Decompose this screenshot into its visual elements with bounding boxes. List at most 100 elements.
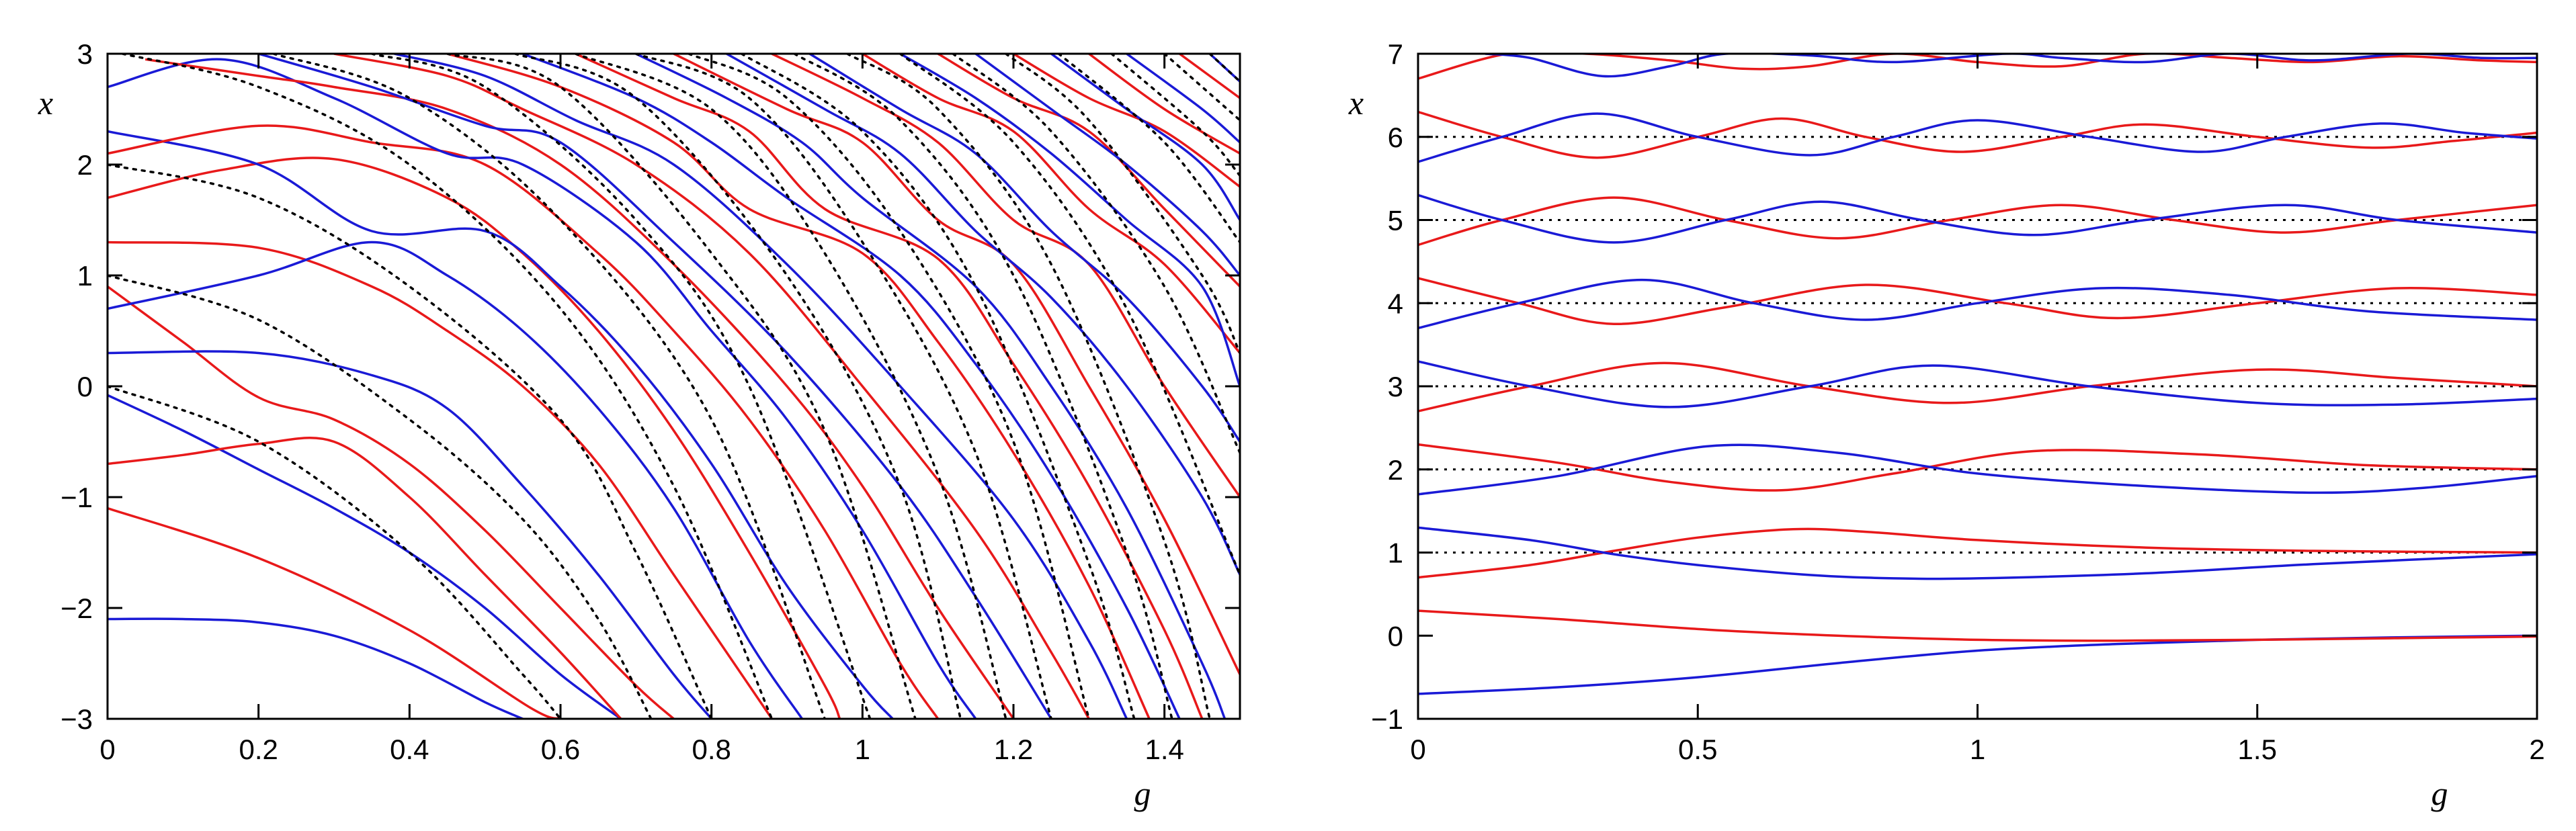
blue-series-line [108,350,713,719]
y-axis-label: x [1348,84,1364,122]
blue-series-line [108,394,622,719]
x-tick-label: 1.2 [994,734,1033,765]
y-tick-label: 1 [1388,537,1403,569]
red-series-line [108,124,940,719]
red-series-line [575,54,1204,719]
red-series-line [108,157,841,719]
red-series-line [771,54,1240,498]
plot-frame [106,52,1241,720]
blue-series-line [1418,112,2537,163]
x-tick-label: 0 [1410,734,1425,765]
y-tick-label: 3 [77,38,93,70]
red-series-line [937,54,1240,288]
y-tick-label: −1 [60,482,93,513]
blue-series-line [108,617,524,719]
red-series-line [447,54,1151,719]
y-tick-label: 3 [1388,371,1403,402]
red-series-line [1179,54,1240,99]
blue-series-line [522,54,1181,719]
y-tick-label: −3 [60,703,93,735]
blue-series-line [1418,526,2537,580]
dotted-series-line [634,54,1052,719]
red-series-line [1418,110,2537,159]
red-series-line [673,54,1240,675]
dotted-series-line [688,54,1091,719]
red-series-line [862,54,1240,354]
dotted-series-line [793,54,1173,719]
blue-series-line [394,54,1128,719]
red-series-line [108,507,561,719]
dotted-series-line [846,54,1211,719]
x-tick-label: 0.5 [1678,734,1717,765]
red-series-line [108,240,773,719]
blue-series-line [1418,360,2537,408]
red-series-line [1418,609,2537,642]
dotted-series-line [1163,54,1240,122]
blue-series-line [808,54,1240,443]
y-tick-label: 7 [1388,38,1403,70]
dotted-series-line [370,54,872,719]
dotted-series-line [108,274,653,719]
red-series-line [108,286,675,719]
x-tick-label: 0.4 [390,734,429,765]
dotted-series-line [740,54,1136,719]
chart-panel-left: 0 0.2 0.4 0.6 0.8 1 1.2 1.4 −3 −2 −1 0 1 2 3 g x [38,38,1241,812]
dotted-series-line [121,54,774,719]
blue-series-line [635,54,1227,719]
red-series-line [1418,443,2537,492]
blue-series-line [1126,54,1240,144]
y-tick-label: 2 [77,149,93,181]
dotted-series-line [272,54,826,719]
x-tick-label: 2 [2529,734,2544,765]
y-tick-label: 4 [1388,288,1403,319]
red-series-line [108,437,622,719]
dotted-series-line [574,54,1007,719]
x-tick-label: 1 [855,734,870,765]
dotted-series-line [513,54,962,719]
dotted-series-line [446,54,917,719]
blue-series-line [258,54,1052,719]
blue-series-line [899,54,1240,387]
y-tick-label: 0 [77,371,93,402]
y-tick-label: 1 [77,260,93,292]
y-tick-label: 2 [1388,454,1403,486]
x-tick-label: 1.5 [2238,734,2277,765]
blue-series-line [1418,443,2537,496]
x-tick-label: 0.2 [239,734,278,765]
blue-series-line [1418,278,2537,330]
dotted-series-line [1005,54,1240,355]
x-axis-label: g [1134,775,1151,812]
y-tick-label: −2 [60,593,93,624]
blue-series-line [1485,54,2537,78]
x-tick-label: 0 [99,734,115,765]
blue-series-line [108,130,894,719]
x-axis-label: g [2432,775,2448,812]
y-tick-label: 6 [1388,122,1403,153]
x-tick-label: 1 [1970,734,1985,765]
blue-series-line [1418,634,2537,695]
y-tick-label: 5 [1388,205,1403,236]
dotted-series-line [108,163,713,719]
y-tick-label: −1 [1371,703,1403,735]
red-series-line [1418,277,2537,325]
plot-area [108,54,1240,719]
plot-area [1418,54,2537,695]
red-series-line [1013,54,1240,188]
blue-series-line [1050,54,1240,221]
dotted-series-line [899,54,1240,576]
red-series-line [333,54,1090,719]
y-axis-label: x [38,84,53,122]
dotted-series-line [1208,54,1240,83]
dotted-series-line [1057,54,1240,244]
red-series-line [1418,361,2537,412]
x-tick-label: 1.4 [1145,734,1183,765]
red-series-line [1088,54,1240,155]
x-tick-label: 0.8 [692,734,731,765]
x-tick-label: 0.6 [541,734,580,765]
dotted-series-line [108,385,562,719]
red-series-line [1418,196,2537,247]
dotted-series-line [952,54,1240,454]
blue-series-line [726,54,1240,576]
